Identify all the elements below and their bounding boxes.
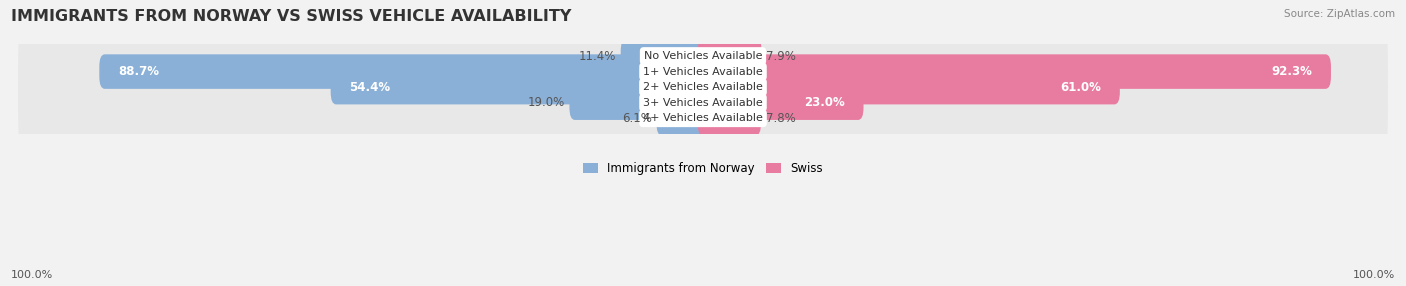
Text: 23.0%: 23.0% (804, 96, 845, 109)
Text: 7.9%: 7.9% (766, 49, 796, 63)
FancyBboxPatch shape (330, 70, 709, 104)
Text: 61.0%: 61.0% (1060, 81, 1101, 94)
Text: Source: ZipAtlas.com: Source: ZipAtlas.com (1284, 9, 1395, 19)
Text: 100.0%: 100.0% (1353, 270, 1395, 280)
FancyBboxPatch shape (697, 86, 863, 120)
FancyBboxPatch shape (697, 101, 761, 136)
Text: 92.3%: 92.3% (1271, 65, 1312, 78)
Text: 4+ Vehicles Available: 4+ Vehicles Available (643, 113, 763, 123)
FancyBboxPatch shape (18, 23, 1388, 90)
Text: 88.7%: 88.7% (118, 65, 159, 78)
Text: 7.8%: 7.8% (766, 112, 796, 125)
Text: No Vehicles Available: No Vehicles Available (644, 51, 762, 61)
Legend: Immigrants from Norway, Swiss: Immigrants from Norway, Swiss (583, 162, 823, 175)
FancyBboxPatch shape (18, 54, 1388, 121)
FancyBboxPatch shape (18, 69, 1388, 136)
Text: 54.4%: 54.4% (350, 81, 391, 94)
FancyBboxPatch shape (657, 101, 709, 136)
Text: 11.4%: 11.4% (579, 49, 616, 63)
FancyBboxPatch shape (697, 70, 1119, 104)
Text: 19.0%: 19.0% (527, 96, 565, 109)
FancyBboxPatch shape (18, 38, 1388, 105)
FancyBboxPatch shape (697, 39, 762, 73)
FancyBboxPatch shape (620, 39, 709, 73)
Text: 6.1%: 6.1% (621, 112, 652, 125)
Text: IMMIGRANTS FROM NORWAY VS SWISS VEHICLE AVAILABILITY: IMMIGRANTS FROM NORWAY VS SWISS VEHICLE … (11, 9, 572, 23)
Text: 100.0%: 100.0% (11, 270, 53, 280)
FancyBboxPatch shape (569, 86, 709, 120)
Text: 1+ Vehicles Available: 1+ Vehicles Available (643, 67, 763, 77)
FancyBboxPatch shape (697, 54, 1331, 89)
FancyBboxPatch shape (100, 54, 709, 89)
Text: 3+ Vehicles Available: 3+ Vehicles Available (643, 98, 763, 108)
FancyBboxPatch shape (18, 85, 1388, 152)
Text: 2+ Vehicles Available: 2+ Vehicles Available (643, 82, 763, 92)
